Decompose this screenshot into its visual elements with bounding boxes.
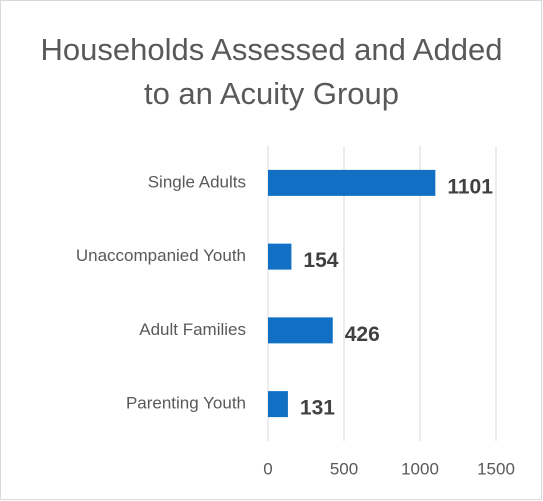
- y-tick-label: Adult Families: [139, 320, 246, 339]
- y-tick-label: Single Adults: [148, 172, 246, 191]
- bar: [268, 317, 333, 344]
- chart-title: Households Assessed and Added to an Acui…: [40, 32, 503, 111]
- y-tick-label: Unaccompanied Youth: [76, 246, 246, 265]
- value-label: 154: [303, 249, 338, 272]
- value-label: 426: [345, 323, 380, 346]
- x-tick-label: 1000: [401, 459, 439, 478]
- x-tick-label: 500: [330, 459, 358, 478]
- x-tick-label: 0: [263, 459, 272, 478]
- bar: [268, 391, 288, 418]
- x-tick-label: 1500: [477, 459, 515, 478]
- y-tick-label: Parenting Youth: [126, 394, 246, 413]
- value-label: 1101: [447, 175, 493, 198]
- bar: [268, 169, 436, 196]
- bar: [268, 243, 292, 270]
- value-label: 131: [300, 397, 335, 420]
